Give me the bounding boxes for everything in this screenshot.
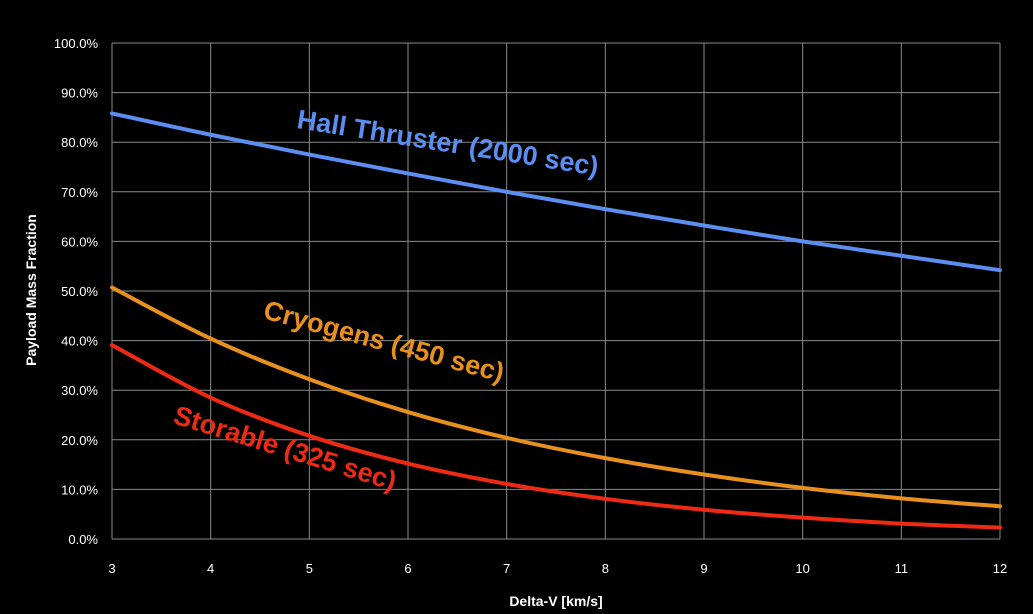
grid — [111, 42, 1001, 540]
y-tick-label: 20.0% — [61, 433, 98, 448]
y-tick-label: 90.0% — [61, 86, 98, 101]
series-label-2: Storable (325 sec) — [170, 400, 400, 496]
x-axis-ticks: 3 4 5 6 7 8 9 10 11 12 — [108, 561, 1007, 576]
series-line-0 — [110, 111, 1002, 273]
x-tick-label: 3 — [108, 561, 115, 576]
x-tick-label: 12 — [993, 561, 1007, 576]
series-lines — [110, 111, 1002, 530]
x-tick-label: 8 — [602, 561, 609, 576]
y-tick-label: 10.0% — [61, 482, 98, 497]
y-tick-label: 70.0% — [61, 185, 98, 200]
y-tick-label: 0.0% — [68, 532, 98, 547]
series-label-0: Hall Thruster (2000 sec) — [295, 104, 601, 181]
y-tick-label: 80.0% — [61, 135, 98, 150]
series-labels: Hall Thruster (2000 sec)Cryogens (450 se… — [170, 104, 600, 496]
x-tick-label: 9 — [700, 561, 707, 576]
y-tick-label: 100.0% — [54, 36, 99, 51]
x-tick-label: 7 — [503, 561, 510, 576]
y-tick-label: 50.0% — [61, 284, 98, 299]
x-axis-title: Delta-V [km/s] — [509, 593, 602, 609]
y-tick-label: 60.0% — [61, 234, 98, 249]
y-tick-label: 30.0% — [61, 383, 98, 398]
x-tick-label: 5 — [306, 561, 313, 576]
series-line-1 — [110, 285, 1002, 509]
y-axis-title: Payload Mass Fraction — [23, 214, 39, 366]
x-tick-label: 11 — [895, 561, 909, 576]
x-tick-label: 6 — [404, 561, 411, 576]
x-tick-label: 10 — [795, 561, 809, 576]
y-axis-ticks: 0.0% 10.0% 20.0% 30.0% 40.0% 50.0% 60.0% 70.0% 8… — [54, 36, 99, 547]
x-tick-label: 4 — [207, 561, 214, 576]
y-tick-label: 40.0% — [61, 334, 98, 349]
series-line-2 — [110, 343, 1002, 530]
